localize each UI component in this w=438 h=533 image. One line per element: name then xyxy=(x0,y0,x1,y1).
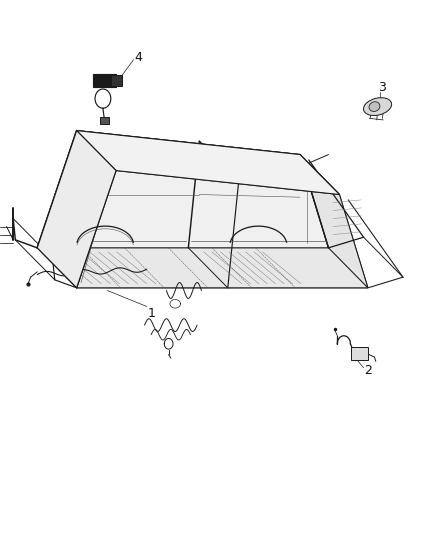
Polygon shape xyxy=(300,155,368,288)
Polygon shape xyxy=(37,131,329,248)
Text: 3: 3 xyxy=(378,82,386,94)
Text: 1: 1 xyxy=(147,307,155,320)
Polygon shape xyxy=(37,131,116,288)
Ellipse shape xyxy=(364,98,392,116)
FancyBboxPatch shape xyxy=(93,74,116,87)
Ellipse shape xyxy=(369,102,380,111)
Text: 2: 2 xyxy=(364,364,372,377)
Polygon shape xyxy=(37,248,368,288)
Polygon shape xyxy=(77,131,339,195)
Polygon shape xyxy=(77,171,368,288)
FancyBboxPatch shape xyxy=(100,117,109,124)
FancyBboxPatch shape xyxy=(351,347,368,360)
Text: 4: 4 xyxy=(134,51,142,64)
FancyBboxPatch shape xyxy=(111,75,122,86)
